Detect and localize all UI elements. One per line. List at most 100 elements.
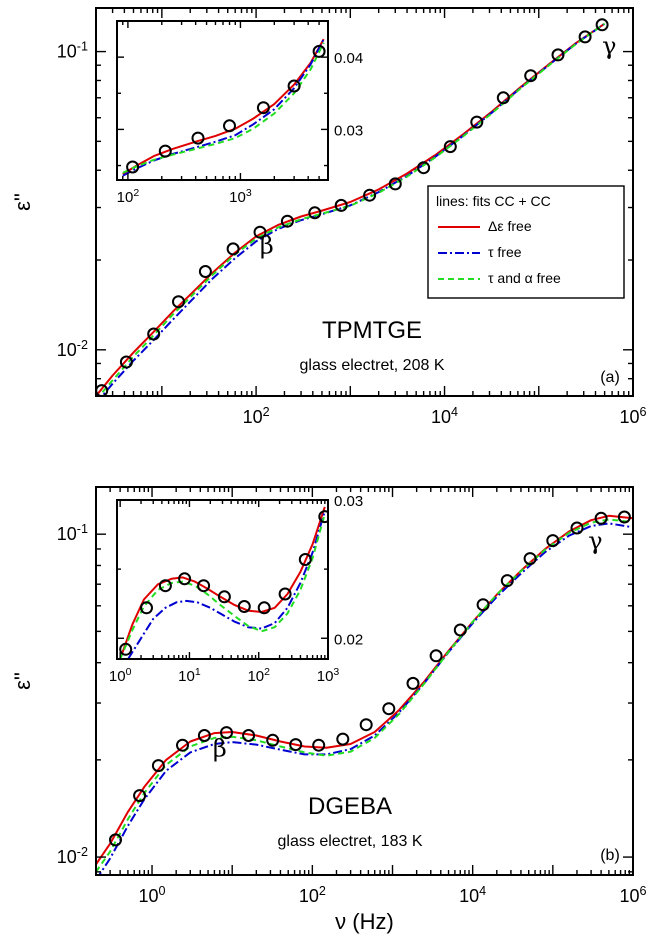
panel-a-inset-background bbox=[117, 21, 328, 180]
panel-b-fit-line-dashdot bbox=[98, 522, 633, 875]
panel-b-inset-y-tick-label: 0.02 bbox=[334, 631, 363, 648]
panel-a-x-tick-label-base: 10 bbox=[619, 407, 639, 427]
panel-a-data-point bbox=[496, 91, 510, 105]
panel-b-x-tick-label: 102 bbox=[299, 884, 326, 906]
panel-a-x-tick-label: 106 bbox=[619, 405, 646, 427]
panel-a-y-tick-label-base: 10 bbox=[57, 340, 77, 360]
panel-b-x-tick-label-base: 10 bbox=[299, 886, 319, 906]
panel-a-x-tick-label-exponent: 6 bbox=[640, 405, 647, 419]
panel-b-data-point bbox=[359, 718, 373, 732]
panel-b-data-point bbox=[336, 732, 350, 746]
panel-a-data-point bbox=[96, 384, 109, 396]
panel-b-inset-data-point bbox=[278, 587, 292, 601]
panel-b-x-tick-label-exponent: 6 bbox=[640, 884, 647, 898]
panel-a-inset-data-point bbox=[287, 79, 301, 93]
panel-b-inset-x-tick-label: 102 bbox=[247, 666, 270, 685]
panel-a-inset-data-point bbox=[126, 160, 140, 174]
panel-a-data-point bbox=[595, 18, 609, 32]
panel-b-x-tick-label-exponent: 0 bbox=[159, 884, 166, 898]
panel-a-inset-x-tick-label: 102 bbox=[117, 187, 140, 206]
panel-a-frame bbox=[95, 7, 634, 397]
panel-b-x-tick-label-base: 10 bbox=[619, 886, 639, 906]
panel-b-inset-x-tick-label: 100 bbox=[109, 666, 132, 685]
panel-a-panel-label: (a) bbox=[600, 369, 620, 386]
panel-b-x-tick-label-base: 10 bbox=[139, 886, 159, 906]
panel-a-inset-data-point bbox=[223, 119, 236, 133]
panel-a-inset-y-tick-label: 0.03 bbox=[334, 122, 363, 139]
panel-a-data-point bbox=[253, 225, 267, 239]
panel-a-data-point bbox=[578, 30, 592, 44]
panel-b-data-point bbox=[570, 521, 584, 535]
panel-b-x-tick-label: 104 bbox=[459, 884, 486, 906]
panel-a-inset-fit-line-dashdot bbox=[122, 38, 325, 177]
panel-b-inset-fit-line-solid bbox=[119, 506, 326, 659]
panel-b-x-axis-label: ν (Hz) bbox=[335, 909, 394, 934]
panel-a-legend-title: lines: fits CC + CC bbox=[436, 193, 551, 209]
panel-a-data-point bbox=[147, 327, 161, 341]
panel-a-data-point bbox=[226, 242, 240, 256]
panel-b-inset-x-tick-label-exponent: 0 bbox=[126, 666, 132, 678]
panel-a-data-point bbox=[388, 177, 402, 191]
panel-a-data-point bbox=[308, 206, 322, 220]
panel-b-inset-background bbox=[117, 500, 328, 659]
panel-a-data-point bbox=[363, 188, 377, 202]
panel-a-condition-label: glass electret, 208 K bbox=[300, 357, 445, 374]
panel-a-data-point bbox=[119, 355, 133, 369]
panel-b-data-point bbox=[382, 702, 396, 716]
panel-b-inset-x-tick-label-exponent: 1 bbox=[195, 666, 201, 678]
panel-b-inset-x-tick-label-base: 10 bbox=[317, 668, 334, 685]
panel-b-inset-data-point bbox=[178, 572, 192, 586]
panel-a-y-tick-label: 10-2 bbox=[57, 338, 88, 360]
panel-b-inset-x-tick-label-base: 10 bbox=[178, 668, 195, 685]
panel-a-data-point bbox=[172, 295, 185, 309]
panel-a-inset-x-tick-label-exponent: 3 bbox=[246, 187, 252, 199]
panel-b-data-point bbox=[176, 738, 189, 752]
panel-b-inset-x-tick-label-base: 10 bbox=[247, 668, 264, 685]
panel-b-y-tick-label-exponent: -1 bbox=[77, 522, 88, 536]
panel-a-inset-data-point bbox=[158, 144, 172, 158]
panel-a-data-point bbox=[417, 161, 431, 175]
panel-b-inset-data-point bbox=[318, 510, 328, 524]
panel-a-x-tick-label: 102 bbox=[243, 405, 270, 427]
panel-b-data-point bbox=[429, 649, 443, 663]
panel-a-plot-area bbox=[96, 18, 609, 396]
panel-b-y-tick-label: 10-2 bbox=[57, 845, 88, 867]
panel-a-x-tick-label: 104 bbox=[431, 405, 458, 427]
panel-a-data-point bbox=[280, 214, 294, 228]
panel-b-inset-data-point bbox=[119, 642, 133, 656]
panel-a-inset-fit-line-dashed bbox=[122, 42, 325, 174]
panel-b-annotation: γ bbox=[588, 527, 602, 555]
panel-b-data-point bbox=[594, 511, 608, 525]
panel-b-x-tick-label: 100 bbox=[139, 884, 166, 906]
panel-b-inset-data-point bbox=[257, 601, 271, 615]
panel-b-data-point bbox=[109, 833, 122, 847]
panel-b-inset-frame bbox=[116, 499, 329, 660]
panel-b-y-tick-label-exponent: -2 bbox=[77, 845, 88, 859]
panel-b-inset-data-point bbox=[158, 579, 172, 593]
panel-a-x-tick-label-base: 10 bbox=[243, 407, 263, 427]
panel-a-legend-label: τ and α free bbox=[488, 270, 561, 286]
panel-a-inset-data-point bbox=[312, 44, 326, 58]
panel-a-x-tick-label-exponent: 2 bbox=[263, 405, 270, 419]
panel-b-data-point bbox=[266, 733, 280, 747]
panel-b-material-label: DGEBA bbox=[308, 793, 392, 820]
panel-b-inset-x-tick-label-exponent: 2 bbox=[264, 666, 270, 678]
panel-b-inset-x-tick-label: 103 bbox=[317, 666, 340, 685]
panel-b-y-tick-label-base: 10 bbox=[57, 524, 77, 544]
panel-b-data-point bbox=[500, 574, 514, 588]
panel-a-x-tick-label-exponent: 4 bbox=[451, 405, 458, 419]
panel-b-plot-area bbox=[96, 510, 633, 875]
panel-b-x-tick-label: 106 bbox=[619, 884, 646, 906]
panel-a-inset-x-tick-label-exponent: 2 bbox=[133, 187, 139, 199]
panel-b-inset-plot-area bbox=[119, 506, 328, 659]
panel-a-y-tick-label-base: 10 bbox=[57, 42, 77, 62]
panel-b-y-tick-label-base: 10 bbox=[57, 847, 77, 867]
panel-a-x-tick-label-base: 10 bbox=[431, 407, 451, 427]
panel-a-y-tick-label-exponent: -1 bbox=[77, 40, 88, 54]
panel-a-fit-line-solid bbox=[96, 22, 606, 396]
